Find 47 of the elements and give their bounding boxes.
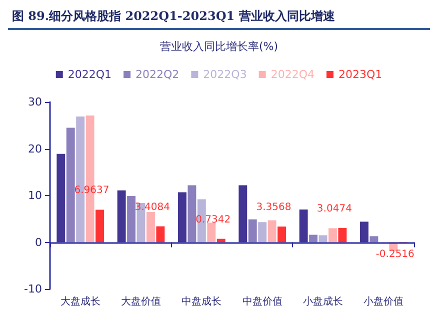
bar [188,185,196,242]
bar [238,185,248,242]
bar [299,210,308,242]
y-tick-label: 0 [35,236,42,249]
legend-label: 2022Q4 [270,68,314,81]
y-tick-label: 10 [28,189,42,202]
bar [127,196,136,242]
y-tick-label: -10 [24,282,42,296]
data-label: 3.4084 [134,202,170,213]
bar [328,228,337,242]
legend-label: 2022Q2 [136,68,180,81]
bar [207,222,216,242]
data-label: -0.2516 [376,248,414,260]
bar [117,190,126,242]
y-tick-label: 30 [28,96,42,108]
legend-label: 2022Q3 [203,68,247,81]
bar [338,228,347,242]
chart-title: 图 89.细分风格股指 2022Q1-2023Q1 营业收入同比增速 [8,8,430,30]
bar [66,128,75,242]
x-tick-label: 中盘成长 [182,296,222,308]
bar [248,219,257,242]
bar [156,226,165,242]
bar [309,234,318,242]
bar [370,236,378,242]
bar [96,210,104,242]
bar [318,235,328,242]
x-tick-label: 小盘成长 [303,296,343,308]
data-label: 3.3568 [256,202,292,214]
data-label: 6.9637 [74,185,110,196]
x-tick-label: 大盘价值 [121,296,161,308]
chart-subtitle: 营业收入同比增长率(%) [160,40,278,53]
x-tick-label: 小盘价值 [364,296,404,308]
bar [178,192,186,242]
data-label: 0.7342 [196,214,231,226]
x-tick-label: 大盘成长 [60,296,100,308]
y-tick-label: 20 [28,142,42,156]
x-tick-label: 中盘价值 [242,296,282,308]
data-label: 3.0474 [316,204,352,215]
legend-label: 2022Q1 [68,68,112,81]
bar [56,154,66,242]
bar [258,222,267,242]
bar [146,212,155,242]
bar [278,226,286,242]
bar [216,238,226,242]
bar [268,220,276,242]
legend-label: 2023Q1 [338,68,382,81]
bar [360,222,368,242]
